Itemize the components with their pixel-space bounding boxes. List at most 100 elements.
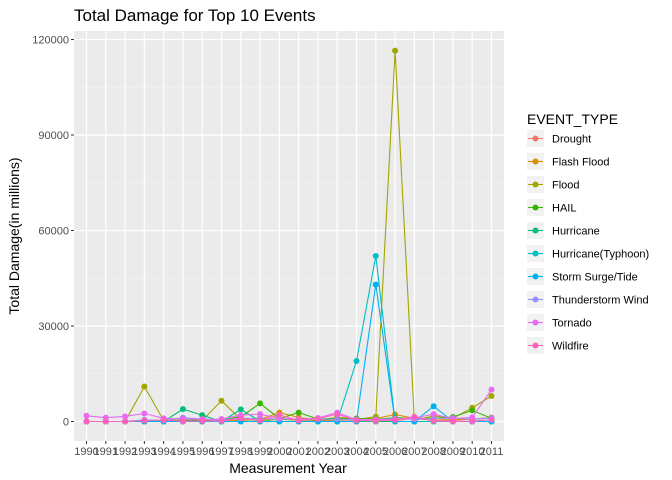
legend-title: EVENT_TYPE <box>527 111 618 127</box>
data-point-hail <box>257 400 264 407</box>
series-line-tornado <box>86 389 492 421</box>
series-wildfire <box>83 411 495 425</box>
legend: EVENT_TYPE Drought Flash Flood Flood HAIL Hu… <box>527 111 649 354</box>
data-point-tornado <box>430 411 437 418</box>
legend-key-point <box>532 319 539 326</box>
plot-panel <box>74 31 504 441</box>
x-tick-label: 2000 <box>267 446 291 458</box>
data-point-hail <box>295 409 302 416</box>
x-tick-label: 2006 <box>383 446 407 458</box>
legend-item-storm-surge-tide: Storm Surge/Tide <box>527 268 638 285</box>
legend-item-flash-flood: Flash Flood <box>527 153 609 170</box>
gridlines <box>74 31 504 441</box>
y-tick-label: 120000 <box>32 35 69 47</box>
legend-label: Wildfire <box>552 341 589 353</box>
legend-label: Hurricane(Typhoon) <box>552 249 649 261</box>
legend-key-point <box>532 273 539 280</box>
legend-label: Tornado <box>552 318 592 330</box>
legend-key-point <box>532 135 539 142</box>
x-tick-label: 2003 <box>325 446 349 458</box>
x-tick-label: 1993 <box>132 446 156 458</box>
legend-key-point <box>532 158 539 165</box>
legend-key-point <box>532 181 539 188</box>
data-point-flood <box>392 47 399 54</box>
legend-label: Hurricane <box>552 226 600 238</box>
legend-label: Storm Surge/Tide <box>552 272 638 284</box>
x-tick-label: 2001 <box>286 446 310 458</box>
x-tick-label: 1992 <box>113 446 137 458</box>
data-point-wildfire <box>102 418 109 425</box>
data-point-tornado <box>122 413 129 420</box>
data-point-wildfire <box>237 415 244 422</box>
x-tick-label: 2008 <box>421 446 445 458</box>
legend-key-point <box>532 296 539 303</box>
legend-label: HAIL <box>552 203 576 215</box>
x-axis: 1990199119921993199419951996199719981999… <box>74 441 503 458</box>
legend-key-point <box>532 250 539 257</box>
data-point-storm-surge-tide <box>430 403 437 410</box>
data-point-wildfire <box>469 418 476 425</box>
x-tick-label: 1994 <box>151 446 175 458</box>
data-point-wildfire <box>430 417 437 424</box>
legend-item-drought: Drought <box>527 130 591 147</box>
data-point-wildfire <box>83 418 90 425</box>
legend-label: Flash Flood <box>552 157 609 169</box>
data-point-wildfire <box>199 417 206 424</box>
data-point-wildfire <box>295 417 302 424</box>
data-point-hail <box>469 407 476 414</box>
data-point-wildfire <box>334 411 341 418</box>
legend-item-flood: Flood <box>527 176 580 193</box>
x-tick-label: 1996 <box>190 446 214 458</box>
data-point-hurricane-typhoon <box>353 358 360 365</box>
data-point-tornado <box>488 386 495 393</box>
legend-key-point <box>532 342 539 349</box>
x-tick-label: 2009 <box>441 446 465 458</box>
data-point-tornado <box>141 410 148 417</box>
y-tick-label: 60000 <box>38 226 69 238</box>
data-point-wildfire <box>257 417 264 424</box>
data-point-flood <box>488 393 495 400</box>
y-tick-label: 90000 <box>38 130 69 142</box>
x-tick-label: 2005 <box>364 446 388 458</box>
x-tick-label: 1997 <box>209 446 233 458</box>
x-axis-title: Measurement Year <box>229 460 347 476</box>
series-layer <box>83 47 495 425</box>
data-point-hurricane-typhoon <box>372 252 379 259</box>
data-point-wildfire <box>122 418 129 425</box>
data-point-wildfire <box>160 416 167 423</box>
chart-title: Total Damage for Top 10 Events <box>74 6 316 25</box>
data-point-wildfire <box>314 415 321 422</box>
data-point-wildfire <box>392 416 399 423</box>
legend-label: Thunderstorm Wind <box>552 295 649 307</box>
data-point-tornado <box>257 411 264 418</box>
legend-label: Flood <box>552 180 580 192</box>
legend-item-hurricane-typhoon: Hurricane(Typhoon) <box>527 245 649 262</box>
legend-key-point <box>532 204 539 211</box>
x-tick-label: 2007 <box>402 446 426 458</box>
y-tick-label: 0 <box>63 417 69 429</box>
data-point-tornado <box>83 412 90 419</box>
x-tick-label: 2010 <box>460 446 484 458</box>
x-tick-label: 1999 <box>248 446 272 458</box>
data-point-flood <box>141 383 148 390</box>
x-tick-label: 2004 <box>344 446 368 458</box>
data-point-storm-surge-tide <box>372 281 379 288</box>
x-tick-label: 1991 <box>94 446 118 458</box>
data-point-hurricane <box>237 406 244 413</box>
data-point-wildfire <box>218 417 225 424</box>
legend-item-hurricane: Hurricane <box>527 222 600 239</box>
series-line-wildfire <box>86 413 492 423</box>
data-point-wildfire <box>179 418 186 425</box>
legend-item-tornado: Tornado <box>527 314 592 331</box>
data-point-thunderstorm-wind <box>334 415 341 422</box>
legend-key-point <box>532 227 539 234</box>
y-axis-title: Total Damage(in millions) <box>6 157 22 314</box>
data-point-wildfire <box>353 417 360 424</box>
x-tick-label: 2002 <box>306 446 330 458</box>
legend-item-wildfire: Wildfire <box>527 337 589 354</box>
x-tick-label: 1998 <box>229 446 253 458</box>
y-axis: 0 30000 60000 90000 120000 <box>32 35 74 429</box>
legend-item-hail: HAIL <box>527 199 576 216</box>
data-point-wildfire <box>411 413 418 420</box>
